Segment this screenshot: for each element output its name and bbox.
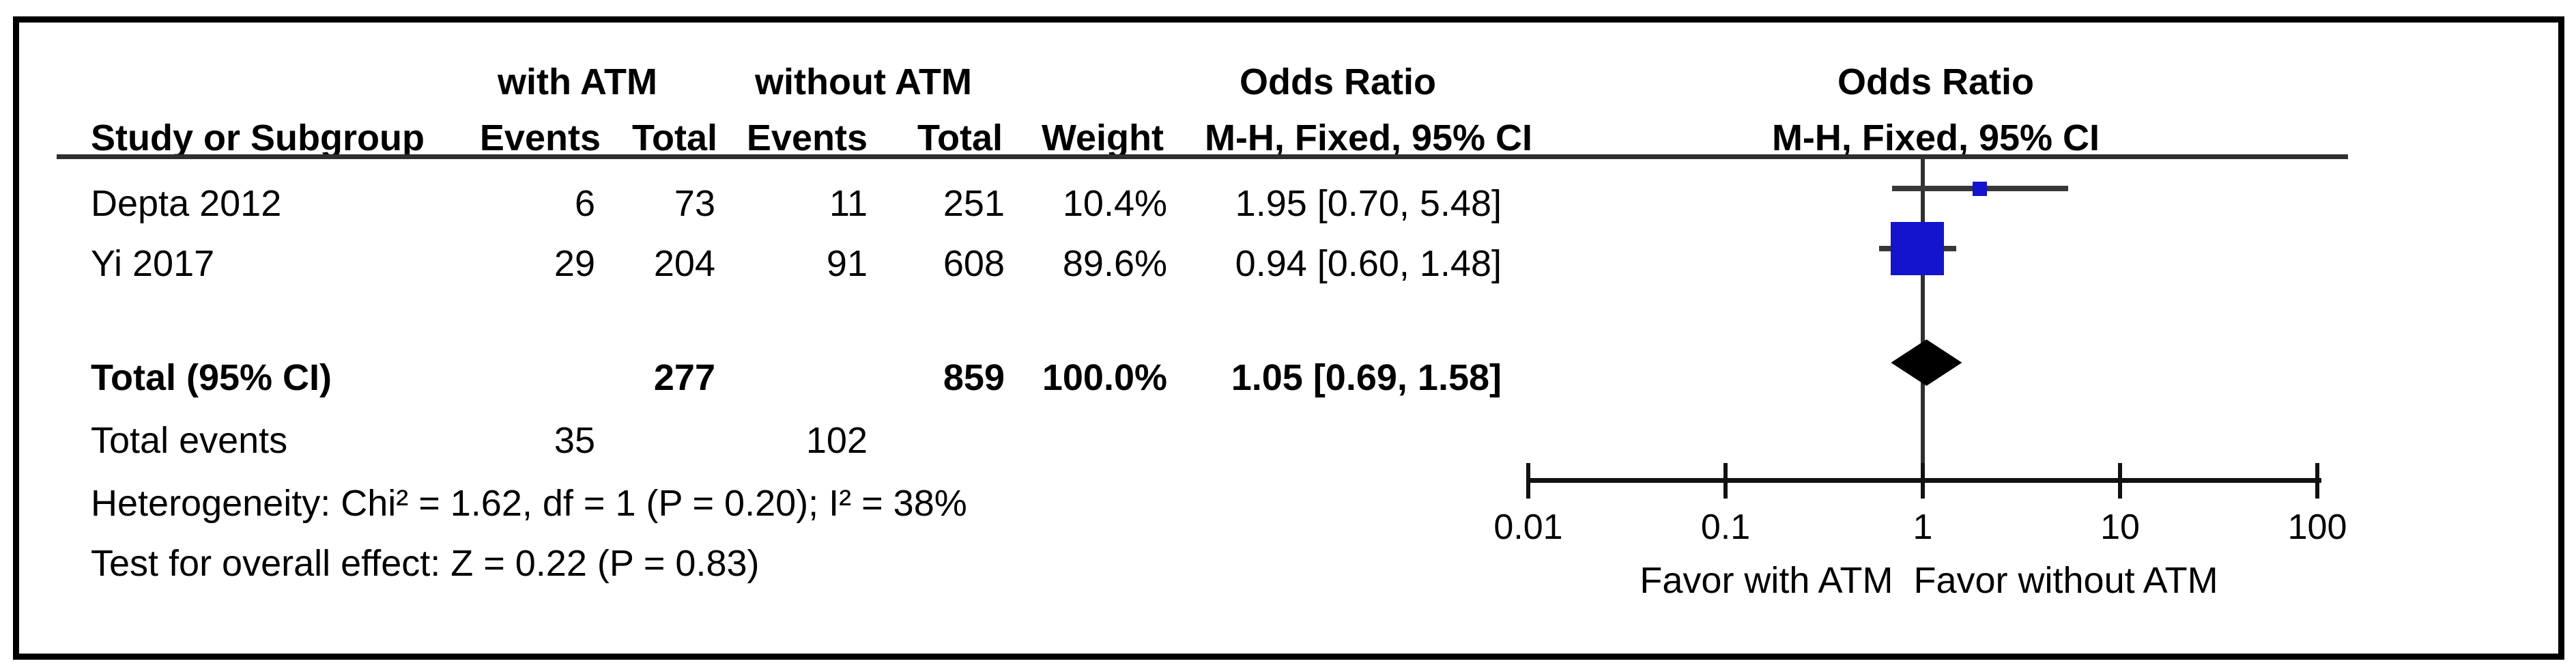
column-header-total-with: Total (632, 117, 717, 158)
total-label: Total (95% CI) (91, 357, 332, 398)
null-effect-line (1921, 158, 1925, 483)
x-axis-tick (2118, 463, 2122, 499)
favor-left-label: Favor with ATM (1640, 560, 1893, 601)
study-weight-square (1973, 181, 1988, 196)
total-weight: 100.0% (1042, 357, 1167, 398)
column-header-events-without: Events (746, 117, 868, 158)
column-header-weight: Weight (1042, 117, 1164, 158)
study-events-with: 6 (574, 183, 595, 224)
axis-direction-labels: Favor with ATM Favor without ATM (1640, 562, 2218, 599)
odds-ratio-header-plot: Odds Ratio (1837, 61, 2035, 102)
study-total-with: 204 (653, 243, 715, 284)
study-weight-square (1891, 222, 1945, 275)
overall-effect-text: Test for overall effect: Z = 0.22 (P = 0… (91, 543, 760, 584)
study-or-ci-text: 0.94 [0.60, 1.48] (1235, 243, 1502, 284)
x-axis-tick (2315, 463, 2319, 499)
x-axis-tick-label: 100 (2287, 507, 2347, 547)
study-weight: 10.4% (1062, 183, 1167, 224)
total-or-ci-text: 1.05 [0.69, 1.58] (1231, 357, 1502, 398)
study-or-ci-text: 1.95 [0.70, 5.48] (1235, 183, 1502, 224)
total-events-with: 35 (554, 420, 595, 461)
total-events-without: 102 (805, 420, 868, 461)
x-axis-tick (1921, 463, 1925, 499)
x-axis-tick (1526, 463, 1530, 499)
study-events-without: 91 (826, 243, 868, 284)
study-events-without: 11 (829, 183, 868, 224)
study-total-without: 608 (943, 243, 1005, 284)
column-header-total-without: Total (917, 117, 1003, 158)
x-axis-tick (1723, 463, 1728, 499)
column-header-mh-ci-table: M-H, Fixed, 95% CI (1204, 117, 1533, 158)
odds-ratio-header-table: Odds Ratio (1239, 61, 1437, 102)
study-weight: 89.6% (1062, 243, 1167, 284)
heterogeneity-text: Heterogeneity: Chi² = 1.62, df = 1 (P = … (91, 483, 967, 524)
x-axis-tick-label: 10 (2100, 507, 2140, 547)
favor-right-label: Favor without ATM (1913, 560, 2218, 601)
figure-border (13, 16, 2564, 660)
study-total-without: 251 (943, 183, 1005, 224)
total-events-label: Total events (91, 420, 288, 461)
group-header-without-atm: without ATM (755, 61, 972, 102)
x-axis-tick-label: 0.1 (1700, 507, 1751, 547)
x-axis-tick-label: 1 (1913, 507, 1933, 547)
study-label: Yi 2017 (91, 243, 215, 284)
x-axis-tick-label: 0.01 (1493, 507, 1563, 547)
study-events-with: 29 (554, 243, 595, 284)
group-header-with-atm: with ATM (498, 61, 657, 102)
study-label: Depta 2012 (91, 183, 282, 224)
column-header-mh-ci-plot: M-H, Fixed, 95% CI (1771, 117, 2100, 158)
x-axis-line (1528, 478, 2321, 483)
column-header-events-with: Events (479, 117, 601, 158)
total-n-without: 859 (943, 357, 1005, 398)
total-n-with: 277 (653, 357, 715, 398)
header-rule (57, 154, 2348, 159)
study-total-with: 73 (674, 183, 715, 224)
column-header-study: Study or Subgroup (91, 117, 425, 158)
